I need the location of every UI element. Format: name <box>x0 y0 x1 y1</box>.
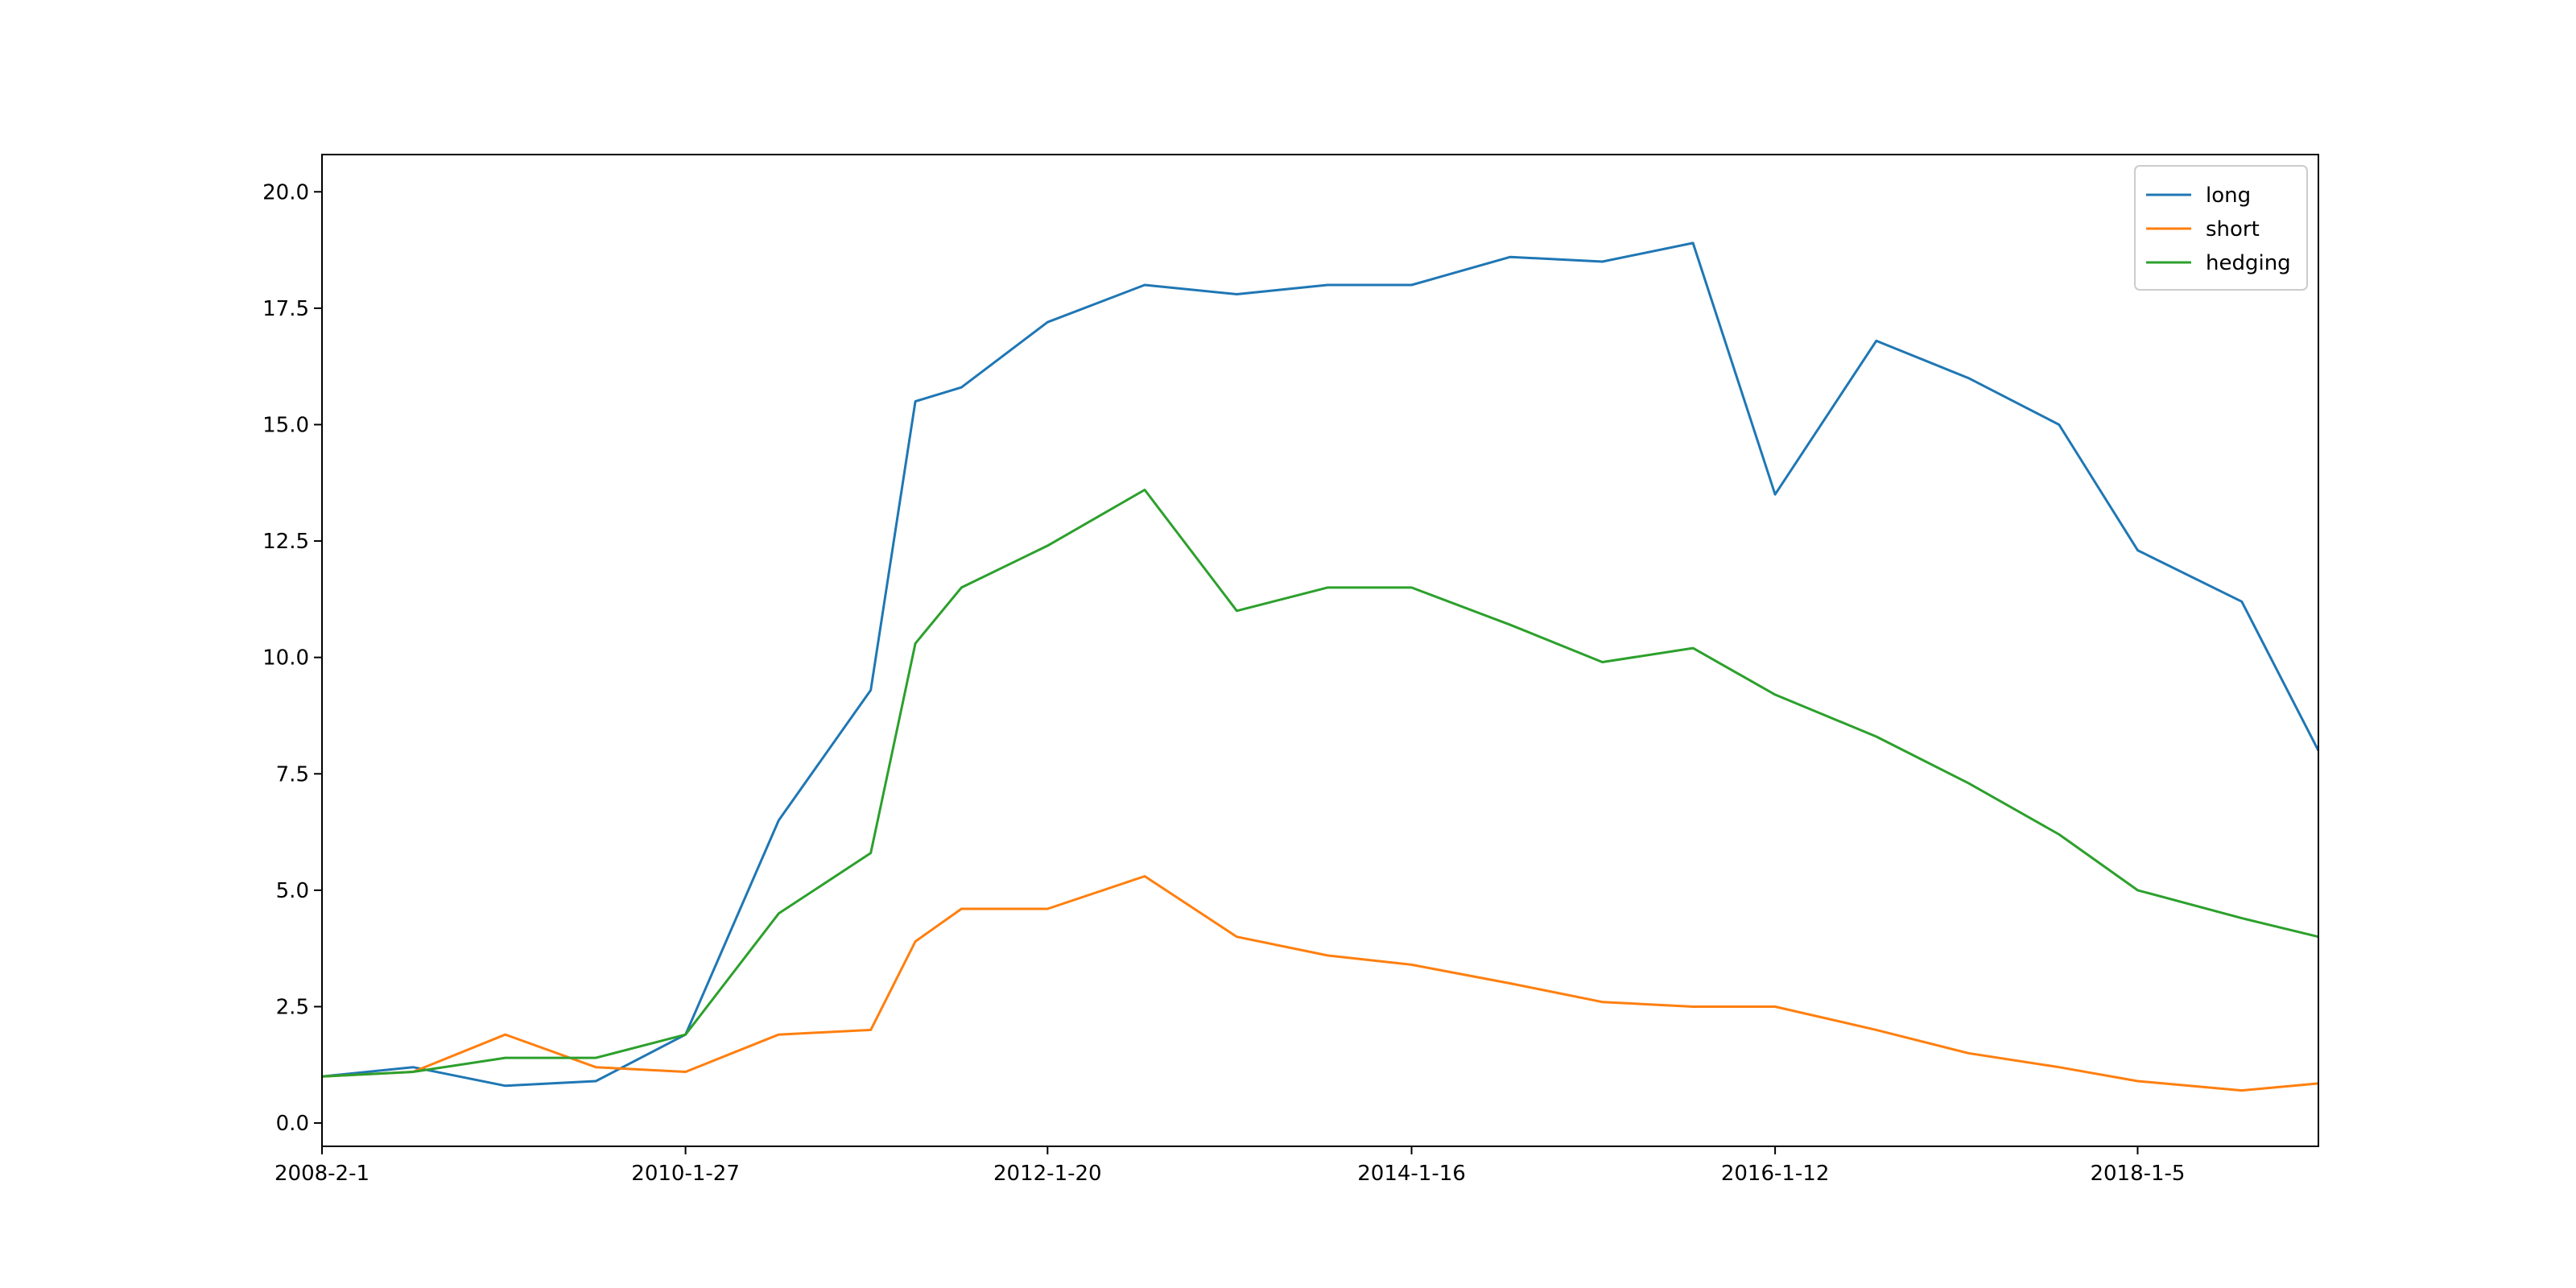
y-tick-label: 7.5 <box>276 762 309 786</box>
y-tick-label: 17.5 <box>262 297 309 321</box>
legend-label-hedging: hedging <box>2206 251 2291 275</box>
series-line-short <box>321 875 2319 1092</box>
series-line-long <box>321 242 2320 1088</box>
y-tick-label: 12.5 <box>262 530 309 554</box>
x-tick-label: 2014-1-16 <box>1357 1162 1466 1186</box>
legend-box <box>2134 165 2308 291</box>
x-tick-label: 2012-1-20 <box>993 1162 1102 1186</box>
y-tick-label: 5.0 <box>276 879 309 903</box>
y-tick-label: 0.0 <box>276 1112 309 1136</box>
y-tick-label: 15.0 <box>262 413 309 437</box>
legend-label-long: long <box>2206 184 2251 208</box>
series-layer <box>321 242 2320 1092</box>
plot-background <box>322 155 2318 1146</box>
x-tick-label: 2008-2-1 <box>275 1162 369 1186</box>
legend-label-short: short <box>2206 217 2260 242</box>
x-tick-label: 2018-1-5 <box>2090 1162 2185 1186</box>
legend: long short hedging <box>2134 165 2308 291</box>
y-tick-label: 10.0 <box>262 646 309 671</box>
x-tick-label: 2016-1-12 <box>1721 1162 1830 1186</box>
y-tick-label: 20.0 <box>262 180 309 204</box>
x-tick-label: 2010-1-27 <box>631 1162 740 1186</box>
y-axis: 0.0 2.5 5.0 7.5 10.0 12.5 15.0 17.5 20.0 <box>262 180 322 1136</box>
x-axis: 2008-2-1 2010-1-27 2012-1-20 2014-1-16 2016-… <box>275 1146 2185 1186</box>
series-line-hedging <box>321 489 2319 1078</box>
plot-frame <box>321 154 2319 1147</box>
y-tick-label: 2.5 <box>276 995 309 1019</box>
